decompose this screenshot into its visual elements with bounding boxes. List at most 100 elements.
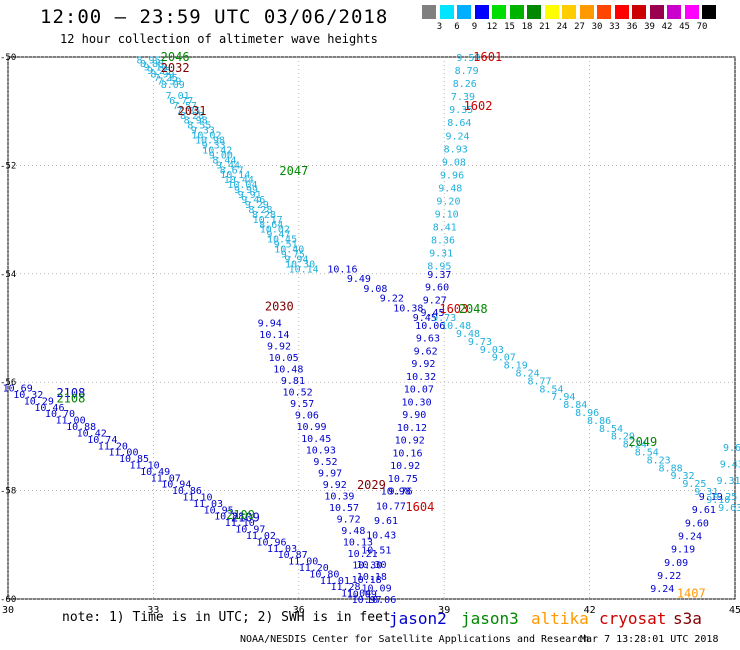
legend-tick: 36 [626,22,638,32]
wave-height-value: 8.24 [516,368,540,379]
wave-height-value: 8.36 [431,236,455,247]
wave-height-value: 8.28 [252,210,276,221]
wave-height-value: 8.88 [659,463,683,474]
pass-number-label: 2031 [178,104,207,118]
wave-height-value: 10.18 [352,575,382,586]
wave-height-value: 10.49 [140,467,170,478]
map-title: 12:00 – 23:59 UTC 03/06/2018 [40,6,389,28]
x-tick-label: 33 [147,605,159,616]
x-tick-label: 30 [2,605,14,616]
wave-height-value: 10.45 [301,434,331,445]
wave-height-value: 10.40 [274,245,304,256]
pass-number-label: 2048 [459,302,488,316]
wave-height-value: 9.44 [216,160,240,171]
wave-height-value: 10.12 [397,423,427,434]
pass-number-label: 2030 [265,299,294,313]
wave-height-value: 9.43 [720,460,740,471]
wave-height-value: 9.31 [429,249,453,260]
wave-height-value: 8.64 [447,118,471,129]
wave-height-value: 10.30 [285,259,315,270]
wave-height-value: 9.97 [318,468,342,479]
wave-height-value: 9.58 [456,53,480,64]
mission-label-altika: altika [531,609,589,628]
wave-height-value: 9.61 [374,516,398,527]
mission-label-jason3: jason3 [461,609,519,628]
wave-height-value: 10.88 [214,512,244,523]
wave-height-value: 8.19 [504,361,528,372]
wave-height-value: 9.69 [723,443,740,454]
wave-height-value: 7.59 [157,77,181,88]
wave-height-value: 8.95 [427,262,451,273]
wave-height-value: 10.13 [343,537,373,548]
wave-height-value: 9.29 [245,200,269,211]
y-tick-label: -58 [0,487,16,497]
y-tick-label: -54 [0,270,16,280]
legend-tick: 3 [436,22,443,32]
wave-height-value: 9.20 [436,196,460,207]
wave-height-value: 10.07 [404,385,434,396]
pass-number-label: 1604 [405,500,434,514]
legend-tick: 33 [609,22,620,32]
legend-swatch [509,5,524,19]
wave-height-value: 10.14 [289,264,319,275]
wave-height-value: 10.97 [235,525,265,536]
wave-height-value: 9.60 [425,283,449,294]
wave-height-value: 11.04 [341,589,371,600]
wave-height-value: 11.00 [108,448,138,459]
wave-height-value: 10.16 [327,264,357,275]
wave-height-value: 10.93 [306,445,336,456]
wave-height-value: 10.45 [267,235,297,246]
wave-height-value: 10.92 [390,461,420,472]
wave-height-value: 9.62 [414,346,438,357]
legend-swatch [632,5,646,19]
wave-height-value: 9.73 [432,313,456,324]
wave-height-value: 10.32 [406,372,436,383]
wave-height-value: 8.67 [220,165,244,176]
wave-height-value: 6.77 [169,96,193,107]
wave-height-value: 10.48 [273,365,303,376]
wave-height-value: 9.49 [347,274,371,285]
wave-height-value: 10.38 [393,303,423,314]
wave-height-value: 10.99 [296,422,326,433]
footnote: note: 1) Time is in UTC; 2) SWH is in fe… [62,610,391,625]
wave-height-value: 9.72 [337,514,361,525]
wave-height-value: 10.04 [227,180,257,191]
wave-height-value: 9.63 [718,503,740,514]
pass-number-label: 2049 [628,435,657,449]
x-tick-label: 39 [438,605,450,616]
wave-height-value: 9.33 [202,140,226,151]
footer-timestamp: Mar 7 13:28:01 UTC 2018 [580,634,719,645]
wave-height-value: 10.42 [77,428,107,439]
wave-height-value: 8.23 [647,455,671,466]
wave-height-value: 10.06 [366,595,396,606]
wave-height-value: 11.03 [267,544,297,555]
wave-height-value: 9.75 [281,250,305,261]
wave-height-value: 9.94 [258,319,282,330]
legend-tick: 12 [486,22,498,32]
legend-swatch [614,5,629,19]
wave-height-value: 11.00 [56,416,86,427]
legend-swatch [527,5,541,19]
wave-height-value: 8.79 [455,66,479,77]
pass-number-label: 1603 [439,302,468,316]
wave-height-value: 8.77 [527,376,551,387]
wave-height-value: 9.96 [440,170,464,181]
legend-swatch [597,5,611,19]
wave-height-value: 9.63 [416,334,440,345]
x-tick-label: 45 [729,605,740,616]
wave-height-value: 9.99 [234,185,258,196]
pass-number-label: 2046 [161,50,190,64]
wave-height-value: 8.28 [180,111,204,122]
wave-height-value: 10.57 [329,503,359,514]
wave-height-value: 9.08 [363,284,387,295]
wave-height-value: 9.25 [147,66,171,77]
pass-number-label: 2029 [357,478,386,492]
wave-height-value: 9.19 [671,545,695,556]
wave-height-value: 10.39 [324,491,354,502]
wave-height-value: 10.30 [401,397,431,408]
wave-height-value: 10.14 [220,170,250,181]
wave-height-value: 10.98 [195,136,225,147]
wave-height-value: 8.28 [248,205,272,216]
wave-height-value: 10.94 [161,480,191,491]
wave-height-value: 10.16 [392,448,422,459]
